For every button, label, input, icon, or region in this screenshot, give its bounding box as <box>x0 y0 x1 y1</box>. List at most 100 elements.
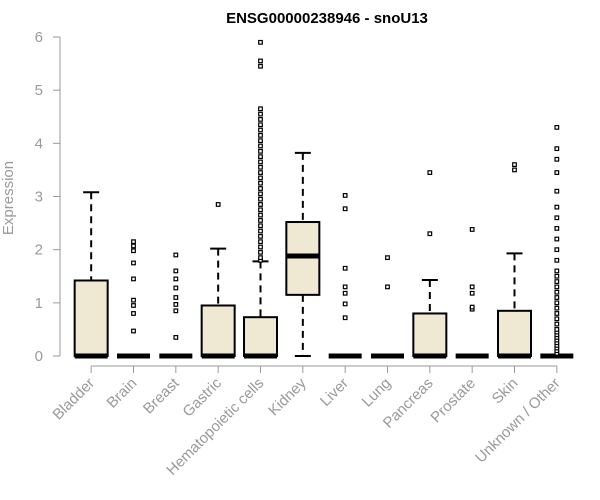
outlier-point <box>258 63 263 69</box>
box-group <box>73 191 109 359</box>
outlier-point <box>215 202 221 207</box>
box-group <box>412 170 448 359</box>
outlier-point <box>258 127 263 133</box>
outlier-point <box>342 290 348 296</box>
x-tick-label: Breast <box>140 374 183 417</box>
outlier-point <box>131 243 136 249</box>
box-group <box>200 202 236 359</box>
box-iqr <box>497 309 532 357</box>
outlier-point <box>554 170 560 175</box>
box-group <box>371 255 404 359</box>
x-tick-label: Bladder <box>49 375 98 424</box>
outlier-point <box>554 156 560 162</box>
outlier-point <box>258 111 263 117</box>
y-axis-label: Expression <box>0 161 17 235</box>
outlier-point <box>554 124 560 130</box>
outlier-point <box>131 311 136 316</box>
outlier-point <box>469 227 475 232</box>
box-group <box>117 239 150 359</box>
outlier-point <box>554 247 560 253</box>
box-iqr <box>243 316 278 357</box>
outlier-point <box>554 321 560 327</box>
x-tick-label: Prostate <box>427 375 479 427</box>
box-group <box>159 252 193 359</box>
outlier-point <box>258 186 263 191</box>
outlier-point <box>342 301 348 307</box>
outlier-point <box>258 228 263 234</box>
outlier-point <box>342 193 348 198</box>
outlier-point <box>258 148 263 154</box>
outlier-point <box>427 170 433 175</box>
outlier-point <box>554 327 560 332</box>
y-tick-label: 2 <box>35 242 43 259</box>
outlier-point <box>554 146 560 152</box>
outlier-point <box>258 212 263 218</box>
outlier-point <box>554 305 560 311</box>
outlier-point <box>342 265 348 271</box>
box-group <box>285 151 321 357</box>
x-tick-label: Liver <box>317 375 352 410</box>
box-iqr <box>412 312 448 358</box>
outlier-point <box>554 284 560 290</box>
outlier-point <box>131 239 136 245</box>
box-group <box>455 227 489 359</box>
outlier-point <box>173 308 179 314</box>
outlier-point <box>554 236 560 242</box>
outlier-point <box>258 175 263 181</box>
outlier-point <box>131 297 136 303</box>
outlier-point <box>427 231 433 237</box>
outlier-point <box>554 204 560 210</box>
outlier-point <box>173 252 179 258</box>
y-tick-label: 4 <box>35 135 43 152</box>
outlier-point <box>554 226 560 231</box>
box-group <box>497 162 532 359</box>
outlier-point <box>258 196 263 202</box>
outlier-point <box>554 300 560 306</box>
outlier-point <box>554 257 560 263</box>
outlier-point <box>258 143 263 149</box>
outlier-point <box>258 255 263 261</box>
outlier-point <box>173 268 179 274</box>
outlier-point <box>258 106 263 112</box>
y-tick-label: 6 <box>35 29 43 46</box>
outlier-point <box>554 215 560 221</box>
box-iqr <box>200 304 236 358</box>
outlier-point <box>258 218 263 223</box>
outlier-point <box>131 248 136 254</box>
outlier-point <box>512 162 517 168</box>
outlier-point <box>173 302 179 307</box>
outlier-point <box>258 170 263 175</box>
x-tick-label: Kidney <box>265 374 310 419</box>
box-group <box>328 193 362 359</box>
outlier-point <box>385 255 390 261</box>
outlier-point <box>131 260 136 266</box>
x-tick-label: Skin <box>489 375 522 408</box>
outlier-point <box>173 285 179 291</box>
outlier-point <box>258 180 263 186</box>
outlier-point <box>173 276 179 282</box>
outlier-point <box>258 233 263 239</box>
outlier-point <box>258 164 263 170</box>
outlier-point <box>173 334 179 340</box>
y-tick-label: 5 <box>35 82 43 99</box>
outlier-point <box>258 117 263 122</box>
outlier-point <box>554 273 560 279</box>
outlier-point <box>385 284 390 290</box>
outlier-point <box>258 122 263 128</box>
y-tick-label: 1 <box>35 295 43 312</box>
box-iqr <box>73 279 109 357</box>
outlier-point <box>131 328 136 334</box>
outlier-point <box>469 304 475 310</box>
outlier-point <box>258 138 263 144</box>
outlier-point <box>258 191 263 197</box>
box-series <box>73 39 574 359</box>
outlier-point <box>258 39 263 45</box>
outlier-point <box>342 206 348 212</box>
outlier-point <box>258 249 263 255</box>
outlier-point <box>554 279 560 284</box>
outlier-point <box>258 207 263 213</box>
outlier-point <box>512 167 517 173</box>
